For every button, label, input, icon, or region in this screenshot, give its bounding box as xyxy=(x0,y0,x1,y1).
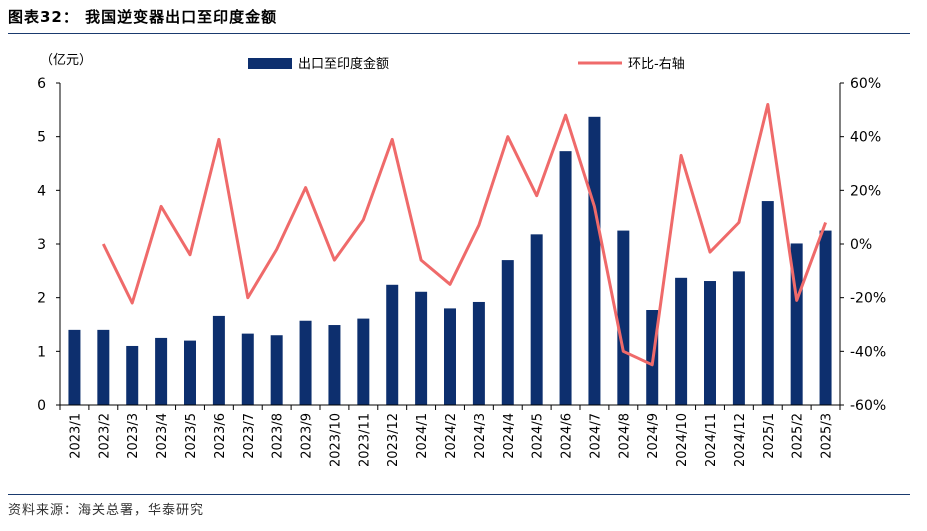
x-tick-label: 2024/3 xyxy=(473,413,488,459)
bar xyxy=(386,284,399,405)
bar xyxy=(184,340,196,405)
bar xyxy=(155,337,168,405)
bar xyxy=(126,345,139,405)
x-tick-label: 2023/9 xyxy=(300,413,315,459)
right-axis-tick-label: -60% xyxy=(850,398,886,414)
left-axis-tick-label: 4 xyxy=(37,183,46,199)
bar xyxy=(732,271,745,405)
x-tick-label: 2025/2 xyxy=(791,413,806,459)
bar xyxy=(501,260,514,405)
left-axis: （亿元） 0 1 2 3 4 5 6 xyxy=(37,53,92,414)
legend-bar-label: 出口至印度金额 xyxy=(298,56,389,72)
bar xyxy=(819,230,832,405)
x-tick-label: 2023/7 xyxy=(242,413,257,459)
right-axis: -60% -40% -20% 0% 20% 40% 60% xyxy=(839,76,886,414)
x-tick-label: 2024/4 xyxy=(502,413,517,459)
bar xyxy=(704,281,716,405)
mom-change-line xyxy=(101,103,828,367)
left-axis-tick-label: 5 xyxy=(37,130,46,146)
x-tick-label: 2023/5 xyxy=(184,413,199,459)
combo-chart: （亿元） 0 1 2 3 4 5 6 -60% -40% -20% 0% 20% 40% 60% 2023… xyxy=(37,53,886,467)
left-axis-tick-label: 1 xyxy=(37,344,46,360)
left-axis-tick-label: 0 xyxy=(37,398,46,414)
bar xyxy=(530,234,543,405)
x-tick-label: 2025/3 xyxy=(820,413,835,459)
x-tick-label: 2024/11 xyxy=(704,413,719,467)
x-tick-label: 2023/6 xyxy=(213,413,228,459)
title-rule xyxy=(8,33,910,34)
bar xyxy=(328,325,341,405)
legend: 出口至印度金额 环比-右轴 xyxy=(248,56,685,72)
bar xyxy=(675,277,688,405)
x-tick-label: 2024/2 xyxy=(444,413,459,459)
source-note: 资料来源：海关总署，华泰研究 xyxy=(8,503,205,518)
right-axis-tick-label: 20% xyxy=(850,183,881,199)
bar xyxy=(299,320,312,405)
left-axis-tick-label: 2 xyxy=(37,291,46,307)
x-axis: 2023/1 2023/2 2023/3 2023/4 2023/5 2023/6 2023… xyxy=(59,404,841,467)
x-tick-label: 2024/5 xyxy=(531,413,546,459)
right-axis-tick-label: 60% xyxy=(850,76,881,92)
x-tick-label: 2023/10 xyxy=(328,413,343,467)
bar xyxy=(617,230,630,405)
x-tick-label: 2024/1 xyxy=(415,413,430,459)
bar xyxy=(472,301,485,405)
bar xyxy=(444,308,456,405)
x-tick-label: 2024/6 xyxy=(560,413,575,459)
x-tick-label: 2023/12 xyxy=(386,413,401,467)
bar-series xyxy=(68,116,832,405)
left-axis-tick-label: 3 xyxy=(37,237,46,253)
bar xyxy=(415,291,428,405)
x-tick-label: 2024/12 xyxy=(733,413,748,467)
bar xyxy=(212,315,225,405)
line-series xyxy=(101,103,828,367)
figure-title: 图表32： 我国逆变器出口至印度金额 xyxy=(8,8,278,26)
bar xyxy=(68,329,81,405)
bar xyxy=(588,116,601,405)
right-axis-tick-label: -40% xyxy=(850,344,886,360)
bar xyxy=(761,201,774,405)
x-tick-label: 2024/9 xyxy=(646,413,661,459)
right-axis-tick-label: 40% xyxy=(850,130,881,146)
bar xyxy=(97,329,110,405)
x-tick-label: 2025/1 xyxy=(762,413,777,459)
x-tick-label: 2024/7 xyxy=(588,413,603,459)
bar xyxy=(270,335,283,405)
x-tick-label: 2023/8 xyxy=(271,413,286,459)
x-tick-label: 2023/1 xyxy=(68,413,83,459)
left-axis-unit-label: （亿元） xyxy=(40,53,92,68)
legend-bar-swatch xyxy=(248,58,292,69)
x-tick-label: 2024/8 xyxy=(617,413,632,459)
left-axis-tick-label: 6 xyxy=(37,76,46,92)
right-axis-tick-label: 0% xyxy=(850,237,872,253)
source-rule xyxy=(8,494,910,495)
x-tick-label: 2023/2 xyxy=(97,413,112,459)
bar xyxy=(241,333,254,405)
x-tick-label: 2024/10 xyxy=(675,413,690,467)
legend-line-label: 环比-右轴 xyxy=(628,57,685,72)
x-tick-label: 2023/11 xyxy=(357,413,372,467)
bar xyxy=(559,151,572,405)
right-axis-tick-label: -20% xyxy=(850,291,886,307)
x-tick-label: 2023/4 xyxy=(155,413,170,459)
bar xyxy=(357,318,370,405)
x-tick-label: 2023/3 xyxy=(126,413,141,459)
